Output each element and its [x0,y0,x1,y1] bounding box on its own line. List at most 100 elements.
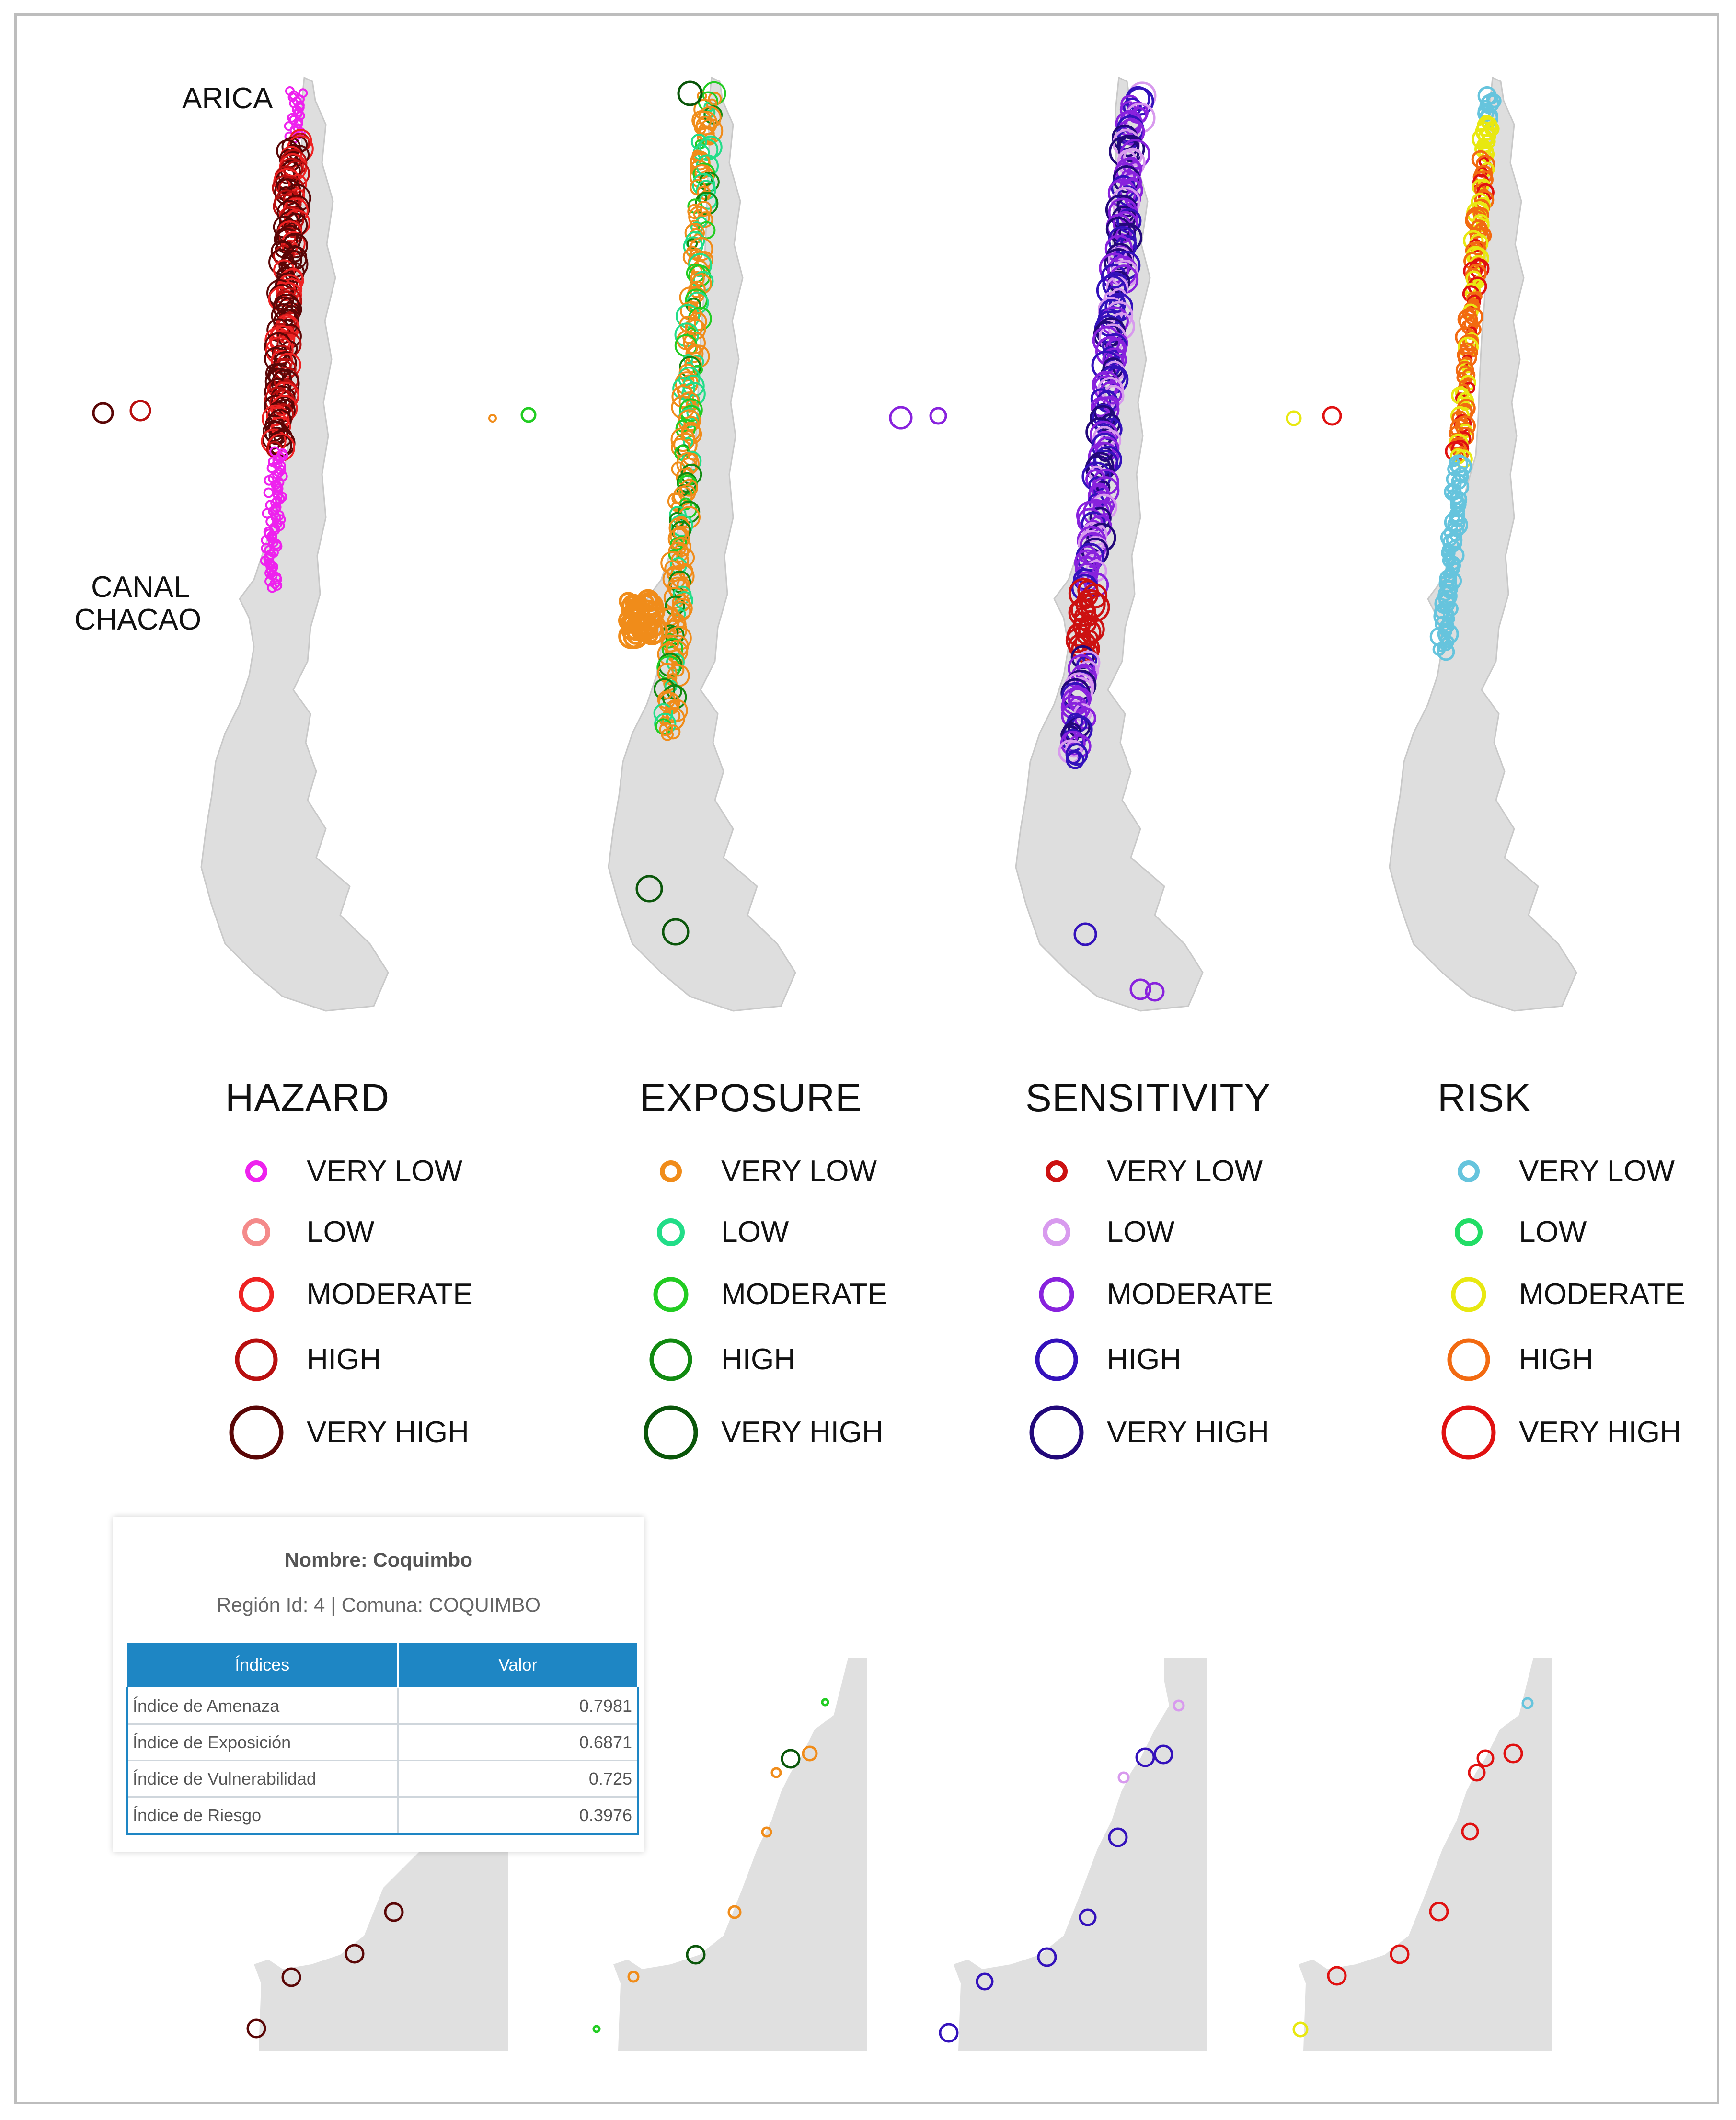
risk-marker [1442,533,1462,553]
exposure-marker [688,253,713,277]
legend-symbol-sensitivity-0 [1046,1160,1068,1182]
legend-circle [245,1160,267,1182]
figure-frame [14,13,1719,2104]
exposure-marker [685,342,698,355]
legend-circle [1035,1338,1078,1381]
legend-symbol-risk-1 [1455,1218,1483,1246]
legend-label-exposure-1: LOW [721,1215,789,1249]
legend-label-sensitivity-3: HIGH [1107,1343,1181,1376]
hazard-marker [263,487,274,498]
inset-risk-marker [1521,1697,1534,1709]
col-valor-header: Valor [397,1641,639,1688]
exposure-marker [666,708,681,723]
legend-symbol-exposure-2 [653,1277,689,1312]
risk-marker [1477,105,1494,122]
index-name: Índice de Vulnerabilidad [126,1760,399,1798]
legend-label-exposure-2: MODERATE [721,1278,887,1311]
risk-marker [1453,446,1469,462]
inset-sensitivity-marker [1037,1947,1057,1967]
exposure-marker [678,409,701,433]
hazard-marker [92,402,114,424]
inset-risk-marker [1390,1944,1410,1964]
exposure-marker [621,595,645,620]
legend-circle [1451,1277,1486,1312]
legend-label-risk-3: HIGH [1519,1343,1593,1376]
exposure-marker [666,724,681,740]
index-value: 0.3976 [397,1796,639,1835]
legend-symbol-exposure-1 [657,1218,685,1246]
exposure-marker [703,105,723,125]
inset-exposure-marker [770,1767,782,1778]
hazard-marker [278,176,305,204]
exposure-marker [661,728,674,741]
legend-symbol-sensitivity-4 [1029,1405,1084,1460]
legend-title-risk: RISK [1437,1076,1531,1120]
risk-marker [1459,359,1471,371]
legend-label-risk-2: MODERATE [1519,1278,1685,1311]
risk-marker [1478,191,1491,204]
hazard-marker [272,580,283,591]
legend-label-hazard-4: VERY HIGH [307,1416,469,1449]
legend-circle [242,1218,270,1246]
indices-table: Índices Valor Índice de Amenaza 0.7981 Í… [126,1641,639,1835]
exposure-marker [683,437,693,447]
legend-label-hazard-2: MODERATE [307,1278,473,1311]
exposure-marker [635,875,663,903]
legend-circle [660,1160,682,1182]
legend-circle [1029,1405,1084,1460]
legend-circle [1046,1160,1068,1182]
inset-sensitivity-marker [1135,1747,1155,1767]
legend-label-exposure-3: HIGH [721,1343,795,1376]
inset-hazard-marker [246,2018,266,2039]
inset-exposure-marker [592,2025,601,2033]
inset-exposure-marker [761,1826,772,1838]
index-value: 0.725 [397,1760,639,1798]
legend-label-hazard-1: LOW [307,1215,375,1249]
map-hazard [200,76,389,1012]
sensitivity-marker [1073,922,1097,946]
risk-marker [1462,368,1476,382]
exposure-marker [637,592,662,617]
label-chacao: CHACAO [74,603,202,636]
legend-circle [644,1405,698,1460]
risk-marker [1437,641,1448,653]
exposure-marker [696,201,712,217]
table-row: Índice de Riesgo 0.3976 [126,1796,639,1835]
inset-hazard-marker [281,1967,301,1987]
legend-label-sensitivity-2: MODERATE [1107,1278,1273,1311]
exposure-marker [661,634,679,653]
inset-risk-marker [1468,1764,1486,1782]
inset-risk [1299,1658,1552,2051]
label-canal: CANAL [91,571,190,604]
exposure-marker [662,918,690,946]
index-name: Índice de Exposición [126,1723,399,1761]
legend-symbol-hazard-3 [235,1338,278,1381]
inset-exposure-marker [627,1971,640,1983]
risk-marker [1322,406,1342,426]
exposure-marker [683,415,699,431]
legend-circle [653,1277,689,1312]
exposure-marker [677,80,703,106]
legend-label-risk-4: VERY HIGH [1519,1416,1681,1449]
exposure-marker [676,304,701,329]
map-risk [1389,76,1577,1012]
legend-symbol-sensitivity-3 [1035,1338,1078,1381]
hazard-marker [266,582,277,593]
inset-risk-marker [1327,1966,1347,1986]
legend-symbol-risk-3 [1447,1338,1490,1381]
feature-info-popup: Nombre: Coquimbo Región Id: 4 | Comuna: … [113,1517,644,1852]
hazard-marker [129,400,151,422]
exposure-marker [667,626,692,651]
legend-label-exposure-4: VERY HIGH [721,1416,884,1449]
risk-marker [1437,643,1455,661]
index-name: Índice de Riesgo [126,1796,399,1835]
legend-label-risk-1: LOW [1519,1215,1587,1249]
legend-title-hazard: HAZARD [225,1076,390,1120]
legend-symbol-risk-4 [1441,1405,1496,1460]
legend-circle [657,1218,685,1246]
exposure-marker [690,355,704,369]
inset-hazard-marker [345,1944,365,1964]
legend-circle [1043,1218,1070,1246]
